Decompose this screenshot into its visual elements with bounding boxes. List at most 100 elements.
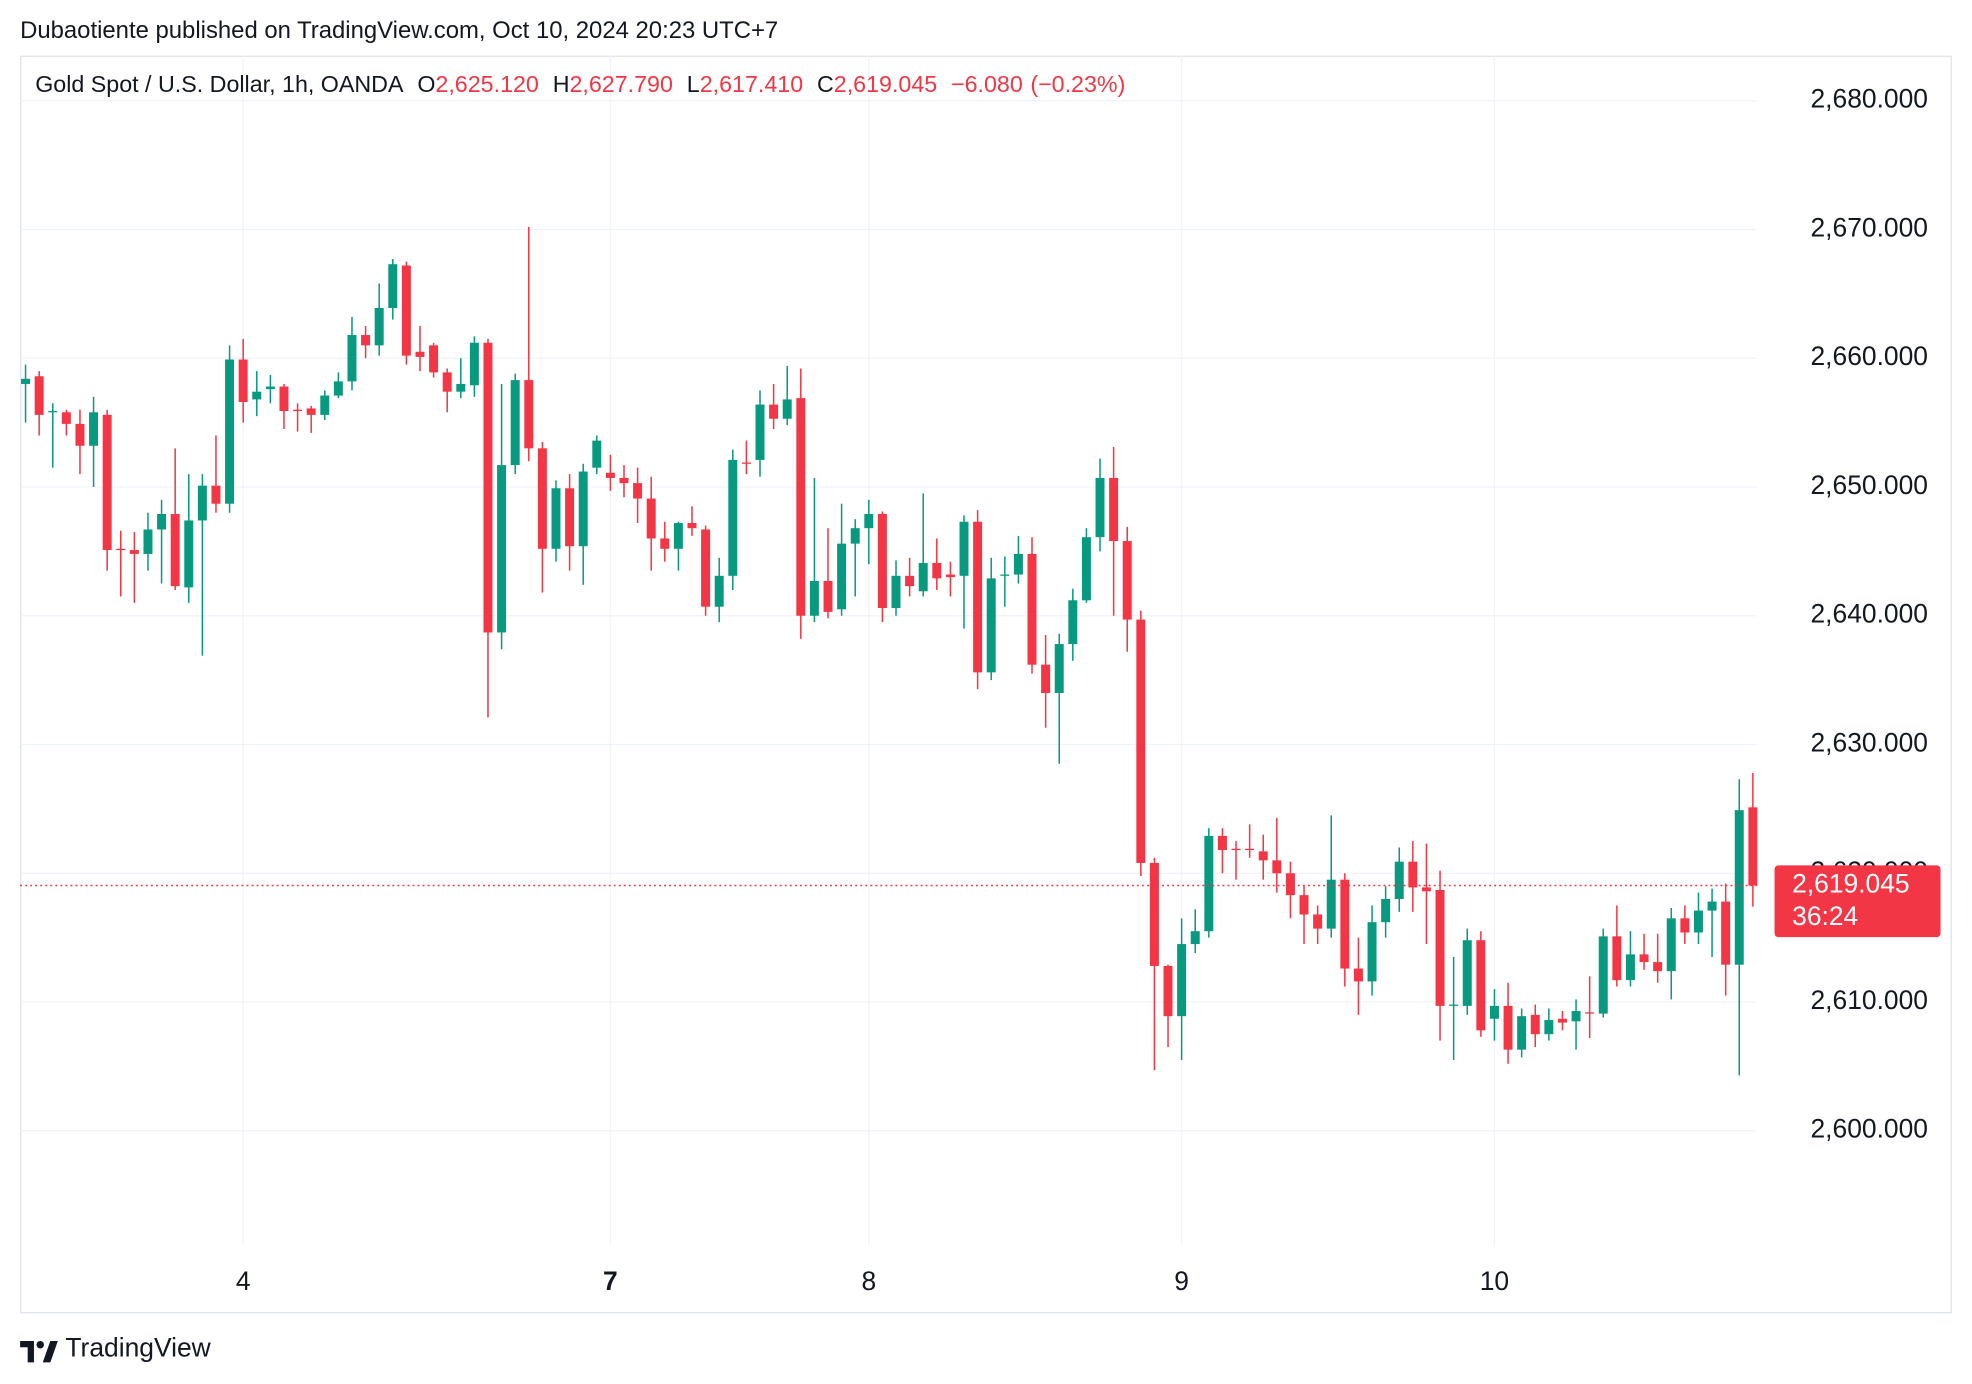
candle-body (429, 345, 439, 373)
x-tick-label: 7 (603, 1266, 618, 1296)
candle-body (782, 399, 792, 419)
candle-body (197, 485, 207, 521)
candle-body (1748, 807, 1758, 886)
candle-body (279, 386, 289, 412)
candles (21, 226, 1758, 1076)
candle-body (306, 408, 316, 415)
legend-value: 2,619.045 (834, 71, 937, 97)
x-tick-label: 9 (1174, 1266, 1189, 1296)
candle-body (1163, 965, 1173, 1017)
candle-body (116, 548, 126, 551)
candle-body (1585, 1012, 1595, 1014)
candle-body (687, 523, 697, 529)
candle-body (646, 498, 656, 539)
candle-body (1544, 1020, 1554, 1035)
candle-body (1557, 1018, 1567, 1023)
candle-body (1013, 553, 1023, 575)
candle-body (877, 514, 887, 609)
legend-label: O (417, 71, 435, 97)
candle-body (741, 462, 751, 464)
candle-body (809, 580, 819, 616)
candle-body (1449, 1004, 1459, 1006)
candle-body (374, 307, 384, 346)
candle-body (755, 404, 765, 460)
candle-body (660, 538, 670, 549)
chart-frame (20, 55, 1952, 1314)
candle-body (945, 574, 955, 578)
logo-mark (20, 1340, 34, 1363)
y-tick-label: 2,640.000 (1810, 599, 1927, 629)
candle-body (592, 440, 602, 468)
legend-change: −6.080 (951, 71, 1023, 97)
candle-body (497, 465, 507, 633)
candle-body (238, 359, 248, 402)
candle-body (959, 521, 969, 576)
candle-body (1054, 644, 1064, 693)
candle-body (1517, 1016, 1527, 1050)
candle-body (1367, 922, 1377, 982)
candle-body (891, 575, 901, 609)
candle-body (1625, 954, 1635, 981)
candle-body (1217, 835, 1227, 851)
candle-body (211, 485, 221, 504)
candle-body (143, 529, 153, 554)
legend-label: H (553, 71, 570, 97)
candle-body (1435, 889, 1445, 1006)
legend-symbol: Gold Spot / U.S. Dollar, 1h, OANDA (35, 71, 404, 97)
legend-change-pct: (−0.23%) (1030, 71, 1125, 97)
candle-body (102, 414, 112, 551)
candle-body (1340, 879, 1350, 969)
candle-body (850, 528, 860, 544)
x-tick-label: 8 (861, 1266, 876, 1296)
x-tick-label: 4 (236, 1266, 251, 1296)
candle-body (1285, 873, 1295, 896)
candle-body (320, 395, 330, 415)
candle-body (905, 575, 915, 587)
candle-body (619, 477, 629, 484)
grid (20, 55, 1757, 1246)
candle-body (157, 514, 167, 530)
candle-body (170, 514, 180, 587)
candle-body (1245, 848, 1255, 851)
legend-value: 2,617.410 (700, 71, 804, 97)
y-tick-label: 2,680.000 (1810, 84, 1927, 114)
candle-body (1707, 901, 1717, 911)
candle-body (1190, 931, 1200, 945)
candle-body (225, 359, 235, 504)
candle-body (1000, 574, 1010, 576)
countdown: 36:24 (1792, 901, 1858, 931)
candle-body (1204, 835, 1214, 932)
candle-body (1476, 940, 1486, 1031)
last-price-tag (1774, 865, 1941, 938)
candle-body (714, 575, 724, 607)
candle-body (21, 378, 31, 384)
candle-body (1326, 879, 1336, 929)
footer-logo (20, 1340, 58, 1363)
legend-label: C (817, 71, 834, 97)
candle-body (633, 483, 643, 499)
candle-body (1639, 954, 1649, 963)
y-tick-label: 2,600.000 (1810, 1114, 1927, 1144)
candle-body (1489, 1005, 1499, 1019)
candle-body (986, 578, 996, 673)
candle-body (1081, 537, 1091, 601)
candle-body (265, 386, 275, 390)
candle-body (1122, 541, 1132, 620)
candle-body (823, 580, 833, 612)
candle-body (442, 372, 452, 392)
candle-body (1299, 895, 1309, 915)
candle-body (1313, 914, 1323, 929)
last-price-label: 2,619.045 (1792, 869, 1909, 899)
candle-body (837, 543, 847, 610)
candle-body (1721, 901, 1731, 965)
candle-body (1381, 899, 1391, 923)
candle-body (1421, 887, 1431, 892)
axes: 2,600.0002,610.0002,620.0002,630.0002,64… (20, 84, 1941, 1296)
candle-body (1571, 1011, 1581, 1022)
logo-mark (36, 1340, 45, 1349)
candle-body (524, 380, 534, 449)
candle-body (1653, 962, 1663, 972)
